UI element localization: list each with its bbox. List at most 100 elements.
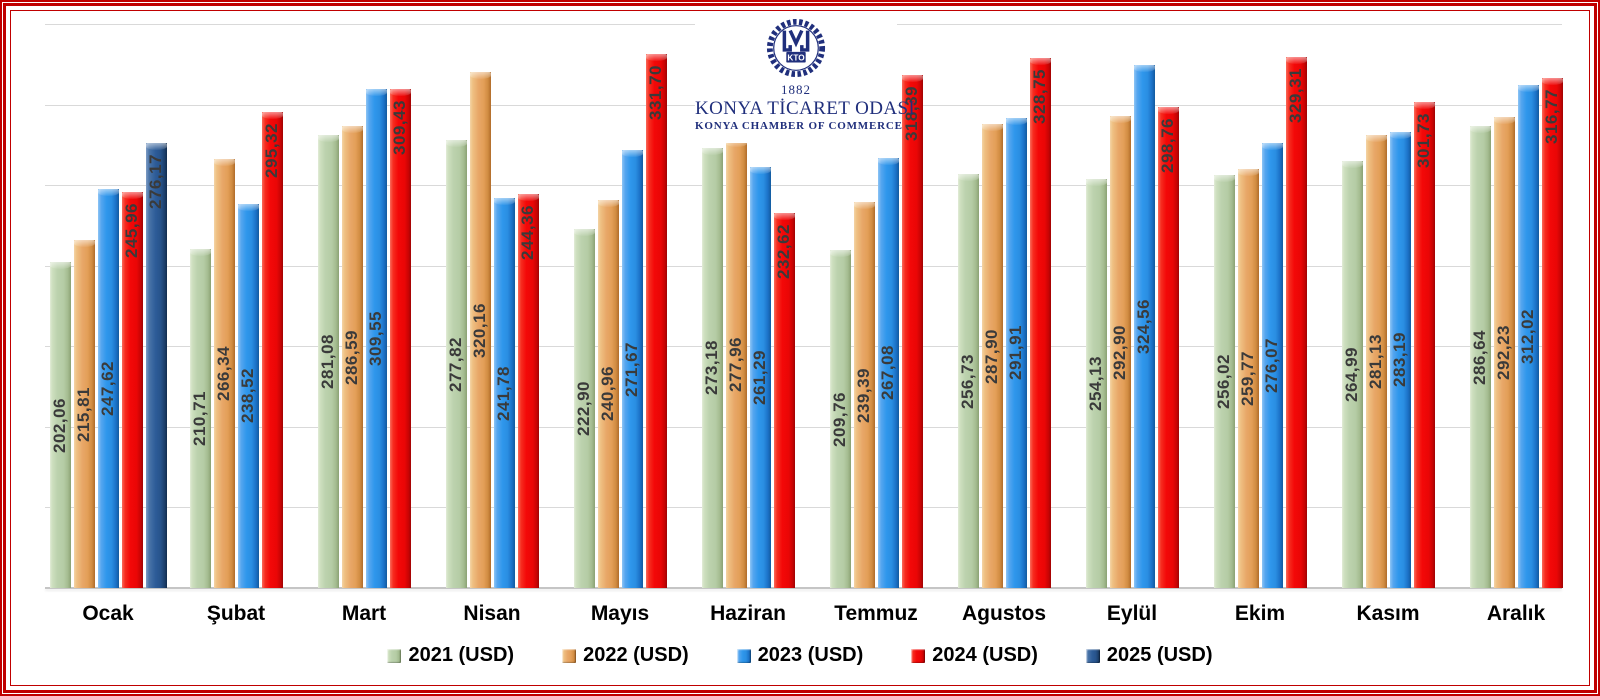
bar-2024-Mayıs: 331,70 bbox=[645, 53, 667, 588]
legend-label: 2024 (USD) bbox=[932, 644, 1038, 666]
bar-2022-Haziran: 277,96 bbox=[725, 140, 747, 588]
bar-2021-Şubat: 210,71 bbox=[189, 248, 211, 588]
bar-2024-Ekim: 329,31 bbox=[1285, 57, 1307, 588]
legend-label: 2023 (USD) bbox=[757, 644, 864, 666]
bar-value-label: 329,31 bbox=[1286, 68, 1305, 124]
gridline-250 bbox=[45, 185, 1562, 187]
legend-label: 2021 (USD) bbox=[408, 644, 515, 666]
bar-value-label: 331,70 bbox=[646, 64, 665, 120]
bar-value-label: 328,75 bbox=[1030, 69, 1049, 125]
bar-2022-Temmuz: 239,39 bbox=[853, 202, 875, 588]
bar-value-label: 320,16 bbox=[470, 302, 489, 358]
legend-item-2022: 2022 (USD) bbox=[562, 644, 689, 667]
bar-2024-Haziran: 232,62 bbox=[773, 213, 795, 588]
bar-2024-Temmuz: 318,39 bbox=[901, 74, 923, 588]
bar-2021-Ocak: 202,06 bbox=[49, 262, 71, 588]
bar-2022-Mart: 286,59 bbox=[341, 126, 363, 588]
bar-2023-Agustos: 291,91 bbox=[1005, 117, 1027, 588]
bar-value-label: 312,02 bbox=[1518, 309, 1537, 365]
bar-2021-Kasım: 264,99 bbox=[1341, 161, 1363, 588]
bar-value-label: 222,90 bbox=[574, 380, 593, 436]
svg-text:KTO: KTO bbox=[787, 54, 805, 63]
bar-2025-Ocak: 276,17 bbox=[145, 143, 167, 588]
bar-2022-Nisan: 320,16 bbox=[469, 72, 491, 588]
bar-value-label: 286,64 bbox=[1470, 329, 1489, 385]
bar-value-label: 202,06 bbox=[50, 397, 69, 453]
bar-value-label: 309,43 bbox=[390, 100, 409, 156]
bar-2023-Şubat: 238,52 bbox=[237, 203, 259, 588]
bar-value-label: 256,02 bbox=[1214, 354, 1233, 410]
legend-label: 2025 (USD) bbox=[1106, 644, 1213, 666]
gridline-100 bbox=[45, 426, 1562, 428]
month-label-Ocak: Ocak bbox=[82, 602, 134, 625]
bar-2024-Agustos: 328,75 bbox=[1029, 58, 1051, 588]
logo-title: KONYA TİCARET ODASI bbox=[695, 98, 916, 119]
month-label-Mayıs: Mayıs bbox=[590, 602, 650, 625]
month-label-Mart: Mart bbox=[341, 602, 387, 625]
bar-value-label: 277,82 bbox=[446, 336, 465, 392]
bar-2022-Şubat: 266,34 bbox=[213, 158, 235, 588]
bar-2023-Eylül: 324,56 bbox=[1133, 65, 1155, 588]
bar-value-label: 291,91 bbox=[1006, 325, 1025, 381]
bar-value-label: 309,55 bbox=[366, 311, 385, 367]
bar-value-label: 244,36 bbox=[518, 205, 537, 261]
bar-2024-Şubat: 295,32 bbox=[261, 112, 283, 588]
bar-value-label: 318,39 bbox=[902, 85, 921, 141]
bar-value-label: 298,76 bbox=[1158, 117, 1177, 173]
legend-item-2021: 2021 (USD) bbox=[387, 644, 514, 667]
legend-marker-icon bbox=[1085, 648, 1100, 663]
bar-value-label: 240,96 bbox=[598, 366, 617, 422]
month-label-Agustos: Agustos bbox=[962, 602, 1046, 625]
bar-value-label: 301,73 bbox=[1414, 112, 1433, 168]
bar-2023-Nisan: 241,78 bbox=[493, 198, 515, 588]
gridline-50 bbox=[45, 507, 1562, 509]
bar-2023-Kasım: 283,19 bbox=[1389, 131, 1411, 588]
bar-value-label: 232,62 bbox=[774, 224, 793, 280]
bar-value-label: 283,19 bbox=[1390, 332, 1409, 388]
bar-value-label: 324,56 bbox=[1134, 299, 1153, 354]
bar-2021-Aralık: 286,64 bbox=[1469, 126, 1491, 588]
bar-value-label: 259,77 bbox=[1238, 351, 1257, 407]
bar-2024-Aralık: 316,77 bbox=[1541, 77, 1563, 588]
bar-2022-Agustos: 287,90 bbox=[981, 124, 1003, 588]
bar-value-label: 209,76 bbox=[830, 391, 849, 447]
plot-area: 202,06 215,81 247,62 245,96 276,17 210,71 266,… bbox=[45, 24, 1563, 589]
bar-2023-Ekim: 276,07 bbox=[1261, 143, 1283, 588]
chart-canvas: 202,06 215,81 247,62 245,96 276,17 210,71 266,… bbox=[10, 10, 1590, 686]
gridline-200 bbox=[45, 265, 1562, 267]
bar-value-label: 276,17 bbox=[146, 154, 165, 209]
bar-value-label: 256,73 bbox=[958, 353, 977, 409]
bar-2021-Ekim: 256,02 bbox=[1213, 175, 1235, 588]
month-label-Temmuz: Temmuz bbox=[834, 602, 918, 625]
legend: 2021 (USD) 2022 (USD) 2023 (USD) 2024 (USD)… bbox=[11, 644, 1589, 667]
bar-2022-Ekim: 259,77 bbox=[1237, 169, 1259, 588]
legend-item-2023: 2023 (USD) bbox=[736, 644, 864, 667]
bar-2023-Mayıs: 271,67 bbox=[621, 150, 643, 588]
bar-value-label: 295,32 bbox=[262, 123, 281, 179]
bar-value-label: 316,77 bbox=[1542, 88, 1561, 144]
bar-2024-Nisan: 244,36 bbox=[517, 194, 539, 588]
bar-value-label: 271,67 bbox=[622, 341, 641, 397]
month-label-Nisan: Nisan bbox=[463, 602, 521, 625]
bar-value-label: 264,99 bbox=[1342, 347, 1361, 402]
bar-2022-Eylül: 292,90 bbox=[1109, 116, 1131, 588]
bar-value-label: 273,18 bbox=[702, 340, 721, 396]
kto-emblem-icon: KTO bbox=[766, 18, 826, 78]
legend-item-2025: 2025 (USD) bbox=[1085, 644, 1213, 667]
bar-2021-Mayıs: 222,90 bbox=[573, 228, 595, 588]
bar-2021-Nisan: 277,82 bbox=[445, 140, 467, 588]
month-label-Kasım: Kasım bbox=[1356, 602, 1420, 625]
bar-2021-Eylül: 254,13 bbox=[1085, 178, 1107, 588]
legend-marker-icon bbox=[387, 648, 402, 663]
legend-marker-icon bbox=[736, 648, 751, 663]
bar-value-label: 238,52 bbox=[238, 368, 257, 424]
bar-2024-Kasım: 301,73 bbox=[1413, 101, 1435, 588]
bar-value-label: 261,29 bbox=[750, 349, 769, 405]
legend-marker-icon bbox=[562, 648, 577, 663]
bar-2023-Aralık: 312,02 bbox=[1517, 85, 1539, 588]
bar-2023-Mart: 309,55 bbox=[365, 89, 387, 588]
x-axis-line bbox=[45, 587, 1562, 589]
bar-value-label: 281,13 bbox=[1366, 334, 1385, 389]
bar-2023-Temmuz: 267,08 bbox=[877, 157, 899, 588]
